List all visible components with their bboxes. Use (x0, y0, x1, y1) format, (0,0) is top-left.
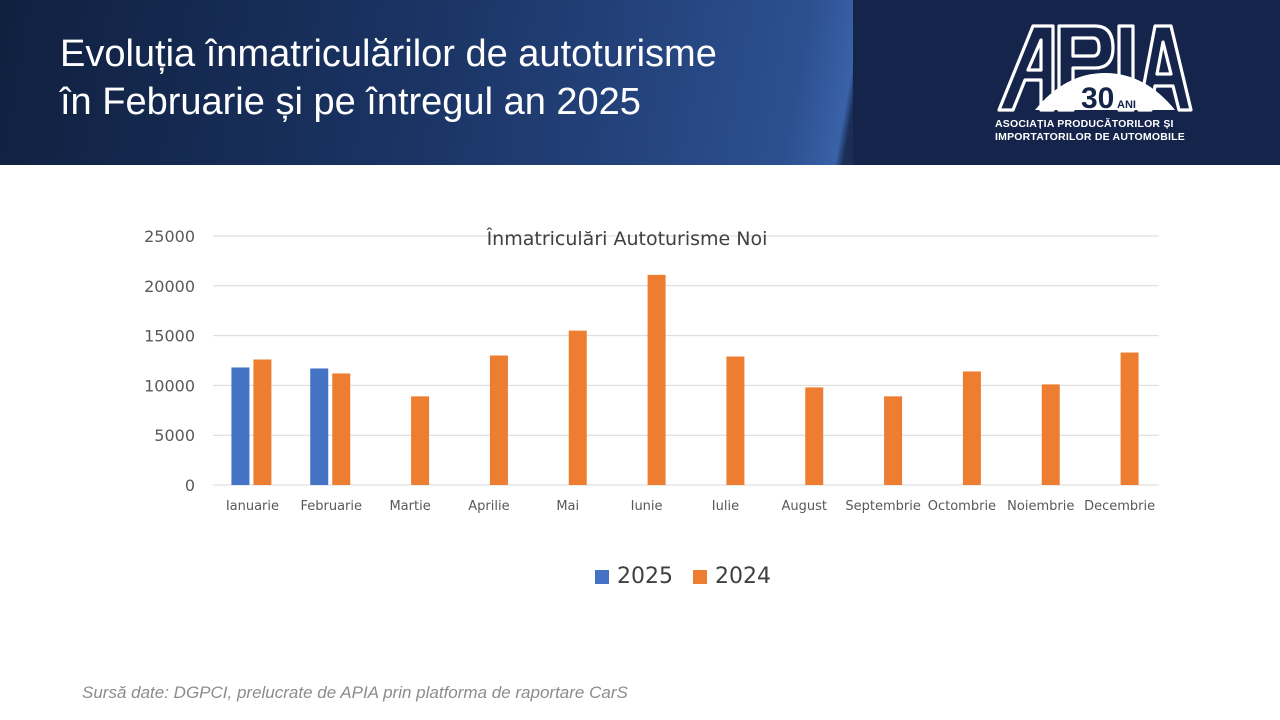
bar-2024-ianuarie (253, 359, 272, 485)
apia-logo: 30 ANI ASOCIAȚIA PRODUCĂTORILOR ȘI IMPOR… (995, 18, 1195, 148)
bar-2025-ianuarie (231, 367, 250, 485)
bar-2024-august (805, 387, 824, 485)
y-tick-label: 0 (185, 476, 195, 495)
bar-chart: 0 5000 10000 15000 20000 25000 Înmatriculări … (144, 227, 1159, 514)
x-tick-label: Iulie (712, 499, 739, 514)
logo-caption: ASOCIAȚIA PRODUCĂTORILOR ȘI IMPORTATORIL… (995, 118, 1195, 144)
source-note: Sursă date: DGPCI, prelucrate de APIA pr… (82, 683, 628, 702)
x-tick-label: Octombrie (928, 499, 996, 514)
bar-2024-februarie (332, 373, 351, 485)
bar-2024-mai (568, 330, 587, 485)
bar-2025-februarie (310, 368, 329, 485)
y-tick-label: 20000 (144, 277, 195, 296)
x-tick-label: Aprilie (468, 499, 509, 514)
x-tick-label: Iunie (631, 499, 663, 514)
page-title-line-1: Evoluția înmatriculărilor de autoturisme (60, 33, 717, 75)
y-tick-label: 25000 (144, 227, 195, 246)
x-tick-label: Mai (556, 499, 579, 514)
page-title-line-2: în Februarie și pe întregul an 2025 (60, 81, 641, 123)
legend-label: 2025 (617, 564, 673, 589)
x-axis: Ianuarie Februarie Martie Aprilie Mai Iunie Iu… (226, 499, 1155, 514)
legend-swatch (693, 570, 707, 584)
header-banner: Evoluția înmatriculărilor de autoturisme… (0, 0, 1280, 165)
bar-2024-septembrie (884, 396, 903, 485)
bar-2024-aprilie (489, 355, 508, 485)
chart-gridlines (213, 235, 1159, 486)
x-tick-label: Septembrie (845, 499, 920, 514)
chart-legend: 2025 2024 (0, 564, 1280, 590)
legend-label: 2024 (715, 564, 771, 589)
logo-arc-shape (1035, 73, 1175, 110)
x-tick-label: Noiembrie (1007, 499, 1074, 514)
page-title: Evoluția înmatriculărilor de autoturisme… (60, 30, 840, 126)
logo-anniversary-suffix: ANI (1117, 99, 1136, 111)
x-tick-label: Decembrie (1084, 499, 1155, 514)
x-tick-label: Martie (389, 499, 430, 514)
bar-2024-decembrie (1120, 352, 1139, 485)
x-tick-label: August (782, 499, 828, 514)
legend-swatch (595, 570, 609, 584)
bar-2024-octombrie (962, 371, 981, 485)
x-tick-label: Ianuarie (226, 499, 279, 514)
bar-2024-martie (411, 396, 430, 485)
logo-caption-line-1: ASOCIAȚIA PRODUCĂTORILOR ȘI (995, 118, 1174, 130)
bar-2024-iulie (726, 356, 745, 485)
bar-2024-iunie (647, 274, 666, 485)
apia-logo-mark: 30 ANI (997, 24, 1193, 115)
chart-title: Înmatriculări Autoturisme Noi (486, 227, 768, 250)
logo-anniversary-number: 30 (1081, 82, 1114, 115)
y-tick-label: 15000 (144, 327, 195, 346)
x-tick-label: Februarie (300, 499, 362, 514)
y-tick-label: 5000 (154, 426, 195, 445)
y-axis: 0 5000 10000 15000 20000 25000 (144, 227, 195, 495)
chart-bars (231, 274, 1139, 485)
y-tick-label: 10000 (144, 376, 195, 395)
bar-2024-noiembrie (1041, 384, 1060, 485)
logo-caption-line-2: IMPORTATORILOR DE AUTOMOBILE (995, 131, 1185, 143)
